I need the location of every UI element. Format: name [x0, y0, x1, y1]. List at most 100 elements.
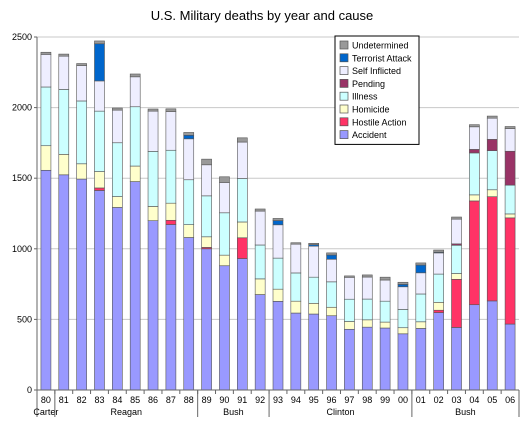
bar-segment-homicide — [219, 254, 230, 267]
bar-segment-homicide — [40, 145, 52, 171]
bar-segment-pending — [469, 149, 480, 154]
bar-segment-homicide — [504, 213, 516, 219]
bar-segment-illness — [201, 195, 212, 238]
bar-segment-self-inflicted — [183, 138, 195, 181]
x-tick-label: 91 — [237, 395, 247, 405]
legend-swatch — [339, 104, 349, 114]
bar-segment-self-inflicted — [254, 210, 266, 246]
bar-segment-illness — [112, 142, 123, 197]
bar-segment-accident — [254, 294, 266, 391]
legend-swatch — [339, 40, 349, 50]
x-tick-label: 99 — [380, 395, 390, 405]
bar-segment-illness — [361, 298, 373, 321]
bar-segment-self-inflicted — [397, 286, 409, 310]
legend-swatch — [339, 66, 349, 75]
x-tick-label: 97 — [344, 395, 354, 405]
bar-segment-undetermined — [290, 242, 302, 245]
bar-segment-self-inflicted — [361, 276, 373, 300]
bar-segment-homicide — [272, 288, 284, 302]
bar-segment-illness — [451, 244, 462, 274]
bar-segment-illness — [183, 179, 195, 225]
legend-label: Self Inflicted — [352, 66, 401, 76]
bar-segment-homicide — [379, 321, 391, 329]
legend-label: Illness — [352, 92, 378, 102]
bar-segment-undetermined — [40, 51, 52, 55]
bar-segment-illness — [504, 184, 516, 215]
legend-swatch — [339, 130, 349, 139]
bar-segment-accident — [486, 300, 498, 391]
bar-segment-self-inflicted — [415, 272, 427, 295]
bar-segment-hostile-action — [237, 237, 248, 259]
group-label: Bush — [455, 407, 476, 417]
legend-swatch — [339, 117, 349, 127]
legend-swatch — [339, 79, 349, 88]
bar-segment-undetermined — [504, 126, 516, 129]
bar-segment-illness — [486, 150, 498, 191]
bar-segment-undetermined — [147, 108, 159, 112]
x-tick-label: 87 — [166, 395, 176, 405]
bar-segment-undetermined — [308, 242, 320, 245]
bar-segment-terrorist-attack — [183, 134, 195, 140]
bar-segment-homicide — [129, 165, 141, 182]
group-label: Reagan — [110, 407, 142, 417]
bar-segment-homicide — [326, 306, 337, 317]
bar-segment-self-inflicted — [290, 243, 302, 274]
bar-segment-terrorist-attack — [397, 284, 409, 288]
y-tick-label: 2000 — [12, 103, 32, 113]
bar-segment-illness — [415, 293, 427, 323]
bar-segment-accident — [344, 328, 355, 391]
bar-segment-self-inflicted — [433, 252, 444, 275]
bar-segment-self-inflicted — [379, 279, 391, 302]
bar-segment-undetermined — [397, 281, 409, 285]
bar-segment-homicide — [415, 321, 427, 329]
bar-segment-accident — [469, 304, 480, 391]
bar-segment-undetermined — [486, 115, 498, 119]
bar-segment-homicide — [433, 302, 444, 311]
bar-segment-homicide — [76, 163, 87, 180]
x-tick-label: 03 — [452, 395, 462, 405]
bar-segment-homicide — [290, 300, 302, 314]
bar-segment-pending — [504, 150, 516, 186]
group-label: Bush — [223, 407, 244, 417]
bar-segment-illness — [290, 272, 302, 302]
bar-segment-self-inflicted — [344, 277, 355, 300]
x-tick-label: 80 — [41, 395, 51, 405]
bar-segment-self-inflicted — [94, 80, 105, 112]
bar-segment-homicide — [112, 196, 123, 208]
bar-segment-accident — [379, 327, 391, 391]
bar-segment-accident — [326, 315, 337, 391]
bar-segment-accident — [237, 258, 248, 391]
bar-segment-illness — [397, 309, 409, 329]
bar-segment-illness — [165, 149, 177, 204]
x-tick-label: 02 — [434, 395, 444, 405]
bar-segment-illness — [219, 212, 230, 256]
bar-segment-undetermined — [326, 252, 337, 256]
bar-segment-accident — [290, 312, 302, 391]
bar-segment-undetermined — [201, 158, 212, 166]
bar-segment-terrorist-attack — [415, 264, 427, 274]
bar-segment-self-inflicted — [129, 76, 141, 108]
x-tick-label: 85 — [130, 395, 140, 405]
x-tick-label: 05 — [487, 395, 497, 405]
legend-label: Terrorist Attack — [352, 53, 412, 63]
bar-segment-undetermined — [219, 176, 230, 183]
bar-segment-illness — [308, 276, 320, 304]
bar-segment-terrorist-attack — [94, 43, 105, 82]
x-tick-label: 82 — [77, 395, 87, 405]
bar-segment-homicide — [254, 278, 266, 295]
bar-segment-homicide — [147, 206, 159, 222]
bar-segment-terrorist-attack — [326, 254, 337, 260]
x-tick-label: 06 — [505, 395, 515, 405]
y-tick-label: 2500 — [12, 32, 32, 42]
bar-segment-accident — [129, 181, 141, 391]
x-tick-label: 95 — [309, 395, 319, 405]
bar-segment-undetermined — [344, 275, 355, 278]
bar-segment-illness — [272, 257, 284, 290]
bar-segment-accident — [94, 190, 105, 391]
bar-segment-pending — [486, 139, 498, 151]
bar-segment-accident — [40, 169, 52, 391]
x-tick-label: 83 — [94, 395, 104, 405]
bar-segment-illness — [433, 273, 444, 303]
bar-segment-undetermined — [237, 137, 248, 143]
bar-segment-homicide — [183, 224, 195, 238]
